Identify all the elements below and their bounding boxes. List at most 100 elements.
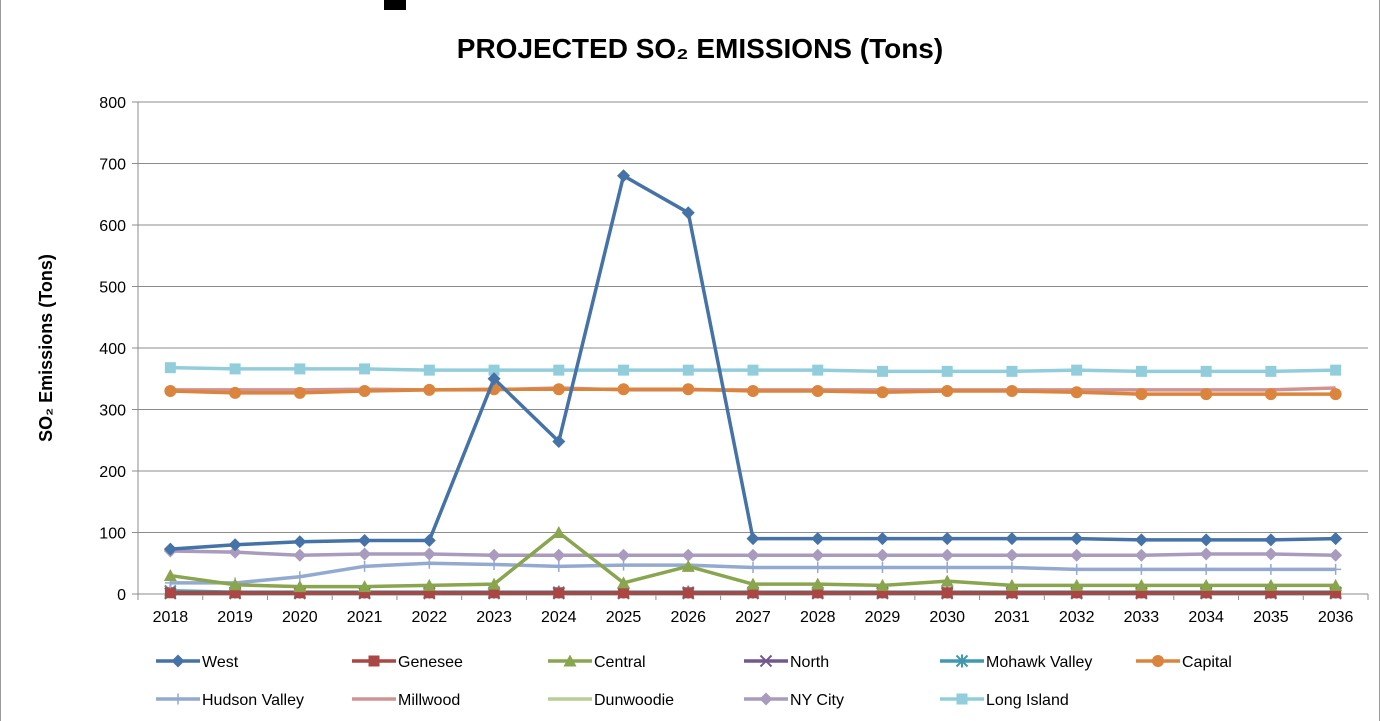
data-point-west bbox=[1070, 532, 1084, 546]
x-tick-label: 2019 bbox=[217, 609, 253, 626]
x-tick-label: 2030 bbox=[929, 609, 965, 626]
legend-marker-west bbox=[171, 654, 185, 668]
data-point-genesee bbox=[423, 587, 435, 599]
x-tick-label: 2018 bbox=[153, 609, 189, 626]
data-point-west bbox=[811, 532, 825, 546]
data-point-long-island bbox=[488, 364, 500, 376]
legend-item-capital: Capital bbox=[1136, 654, 1232, 671]
data-point-long-island bbox=[294, 363, 306, 375]
data-point-west bbox=[358, 533, 372, 547]
data-point-genesee bbox=[1135, 587, 1147, 599]
legend: West Genesee Central North Mohawk Valley Capi… bbox=[156, 654, 1232, 709]
data-point-long-island bbox=[941, 365, 953, 377]
data-point-central bbox=[487, 577, 501, 590]
legend-item-ny-city: NY City bbox=[744, 692, 844, 709]
data-point-west bbox=[1005, 532, 1019, 546]
data-point-central bbox=[617, 576, 631, 589]
data-point-central bbox=[940, 574, 954, 587]
legend-label-ny-city: NY City bbox=[790, 692, 844, 709]
data-point-hudson-valley bbox=[1006, 562, 1018, 574]
data-point-west bbox=[746, 532, 760, 546]
x-tick-label: 2021 bbox=[347, 609, 383, 626]
legend-item-hudson-valley: Hudson Valley bbox=[156, 692, 304, 709]
data-point-genesee bbox=[876, 587, 888, 599]
chart-title: PROJECTED SO₂ EMISSIONS (Tons) bbox=[457, 33, 943, 64]
data-point-long-island bbox=[682, 364, 694, 376]
data-point-central bbox=[293, 580, 307, 593]
data-point-west bbox=[681, 206, 695, 220]
legend-label-central: Central bbox=[594, 654, 646, 671]
x-tick-label: 2027 bbox=[735, 609, 771, 626]
x-tick-label: 2032 bbox=[1059, 609, 1095, 626]
data-point-hudson-valley bbox=[1071, 563, 1083, 575]
x-tick-label: 2034 bbox=[1188, 609, 1224, 626]
data-point-ny-city bbox=[681, 548, 695, 562]
data-point-long-island bbox=[1135, 365, 1147, 377]
data-point-central bbox=[422, 578, 436, 591]
data-point-hudson-valley bbox=[359, 560, 371, 572]
data-point-capital bbox=[1005, 385, 1018, 398]
data-point-hudson-valley bbox=[1135, 563, 1147, 575]
data-point-genesee bbox=[1200, 587, 1212, 599]
data-point-ny-city bbox=[552, 548, 566, 562]
x-tick-label: 2028 bbox=[800, 609, 836, 626]
legend-marker-genesee bbox=[368, 655, 380, 667]
legend-label-genesee: Genesee bbox=[398, 654, 463, 671]
data-point-capital bbox=[552, 383, 565, 396]
data-point-ny-city bbox=[617, 548, 631, 562]
data-point-ny-city bbox=[1005, 548, 1019, 562]
y-tick-label: 800 bbox=[99, 95, 126, 112]
legend-item-west: West bbox=[156, 654, 239, 671]
data-point-hudson-valley bbox=[1200, 563, 1212, 575]
data-point-west bbox=[487, 372, 501, 386]
data-point-long-island bbox=[553, 364, 565, 376]
data-point-central bbox=[1005, 578, 1019, 591]
data-point-genesee bbox=[941, 587, 953, 599]
data-point-west bbox=[875, 532, 889, 546]
data-point-genesee bbox=[553, 587, 565, 599]
data-point-capital bbox=[1329, 388, 1342, 401]
data-point-genesee bbox=[164, 587, 176, 599]
legend-label-north: North bbox=[790, 654, 829, 671]
x-tick-label: 2035 bbox=[1253, 609, 1289, 626]
legend-marker-hudson-valley bbox=[172, 693, 184, 705]
legend-label-capital: Capital bbox=[1182, 654, 1232, 671]
data-point-ny-city bbox=[293, 548, 307, 562]
data-point-capital bbox=[1070, 386, 1083, 399]
data-point-genesee bbox=[488, 587, 500, 599]
series-west bbox=[163, 169, 1343, 556]
legend-marker-capital bbox=[1152, 655, 1164, 667]
data-point-long-island bbox=[229, 363, 241, 375]
data-point-hudson-valley bbox=[1330, 563, 1342, 575]
y-tick-label: 400 bbox=[99, 341, 126, 358]
data-point-capital bbox=[682, 383, 695, 396]
data-point-central bbox=[1199, 578, 1213, 591]
data-point-central bbox=[358, 580, 372, 593]
data-point-long-island bbox=[164, 362, 176, 374]
legend-item-millwood: Millwood bbox=[352, 692, 460, 709]
data-point-capital bbox=[1264, 388, 1277, 401]
data-point-central bbox=[1329, 578, 1343, 591]
data-point-genesee bbox=[1006, 587, 1018, 599]
data-point-long-island bbox=[876, 365, 888, 377]
series-capital bbox=[164, 383, 1342, 401]
legend-item-genesee: Genesee bbox=[352, 654, 463, 671]
y-tick-label: 300 bbox=[99, 403, 126, 420]
data-point-genesee bbox=[359, 587, 371, 599]
y-tick-label: 500 bbox=[99, 280, 126, 297]
data-point-long-island bbox=[359, 363, 371, 375]
data-point-ny-city bbox=[875, 548, 889, 562]
x-tick-label: 2023 bbox=[476, 609, 512, 626]
series-ny-city bbox=[163, 544, 1343, 562]
data-point-capital bbox=[293, 386, 306, 399]
series-layer bbox=[163, 169, 1343, 600]
data-point-long-island bbox=[423, 364, 435, 376]
legend-item-mohawk-valley: Mohawk Valley bbox=[940, 654, 1092, 671]
data-point-ny-city bbox=[811, 548, 825, 562]
data-point-central bbox=[875, 578, 889, 591]
data-point-long-island bbox=[1006, 365, 1018, 377]
data-point-hudson-valley bbox=[747, 562, 759, 574]
data-point-long-island bbox=[1071, 364, 1083, 376]
data-point-genesee bbox=[812, 587, 824, 599]
